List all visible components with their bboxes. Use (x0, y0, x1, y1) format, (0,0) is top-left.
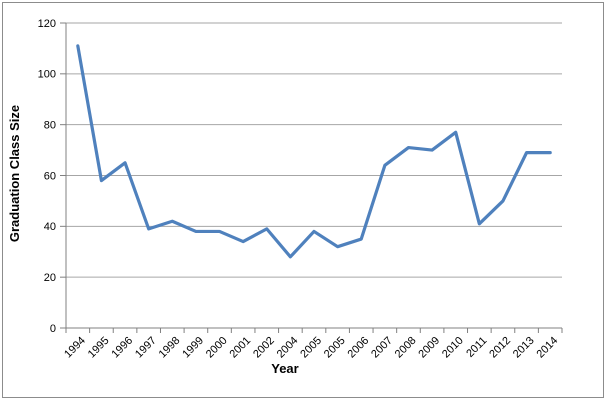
x-tick-label: 2004 (275, 335, 301, 361)
x-tick-label: 2005 (298, 335, 324, 361)
y-tick-label: 120 (38, 18, 56, 30)
y-tick-label: 0 (50, 323, 56, 335)
x-tick-label: 1995 (86, 335, 112, 361)
x-tick-label: 2010 (440, 335, 466, 361)
data-series-line (76, 44, 552, 259)
x-tick-label: 2005 (322, 335, 348, 361)
y-tick-label: 60 (44, 170, 56, 182)
x-tick-label: 1996 (109, 335, 135, 361)
y-tick-label: 40 (44, 221, 56, 233)
x-tick-label: 2011 (464, 335, 489, 360)
y-tick-label: 20 (44, 272, 56, 284)
x-tick-label: 1997 (133, 335, 159, 361)
x-tick-label: 2012 (487, 335, 513, 361)
x-axis-title: Year (271, 361, 299, 376)
x-tick-label: 1999 (180, 335, 206, 361)
y-tick-label: 100 (38, 69, 56, 81)
x-tick-label: 2000 (204, 335, 230, 361)
y-tick-label: 80 (44, 120, 56, 132)
x-tick-label: 2008 (393, 335, 419, 361)
y-axis-title: Graduation Class Size (7, 104, 22, 243)
x-tick-label: 1994 (62, 335, 88, 361)
x-tick-label: 2006 (346, 335, 372, 361)
x-tick-label: 2002 (251, 335, 277, 361)
x-tick-label: 2009 (416, 335, 442, 361)
x-tick-label: 1998 (157, 335, 183, 361)
x-tick-label: 2007 (369, 335, 395, 361)
x-tick-label: 2014 (535, 335, 561, 361)
x-tick-label: 2001 (227, 335, 253, 361)
x-tick-label: 2013 (511, 335, 537, 361)
